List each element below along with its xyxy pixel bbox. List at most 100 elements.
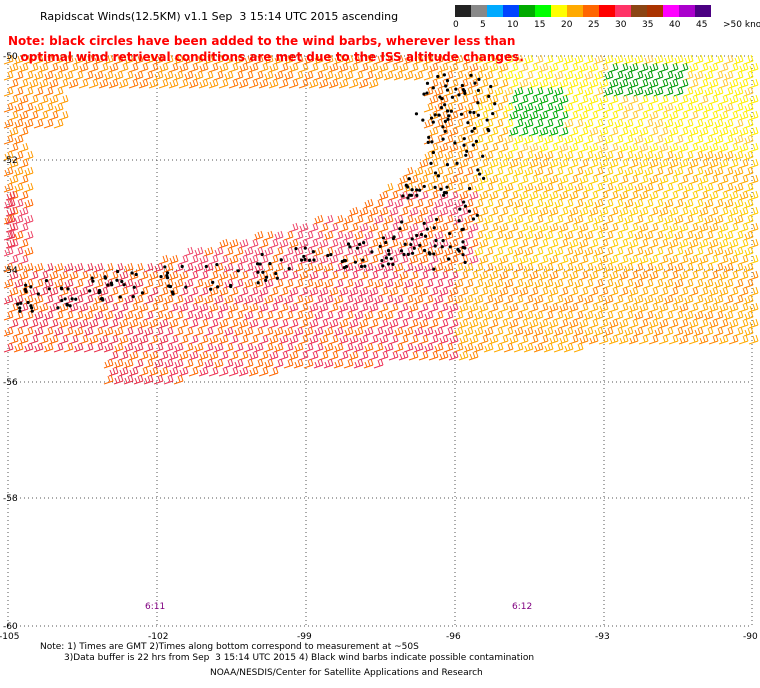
wind-barb <box>563 182 574 193</box>
wind-barb <box>133 262 144 273</box>
wind-barb <box>123 326 134 337</box>
wind-barb <box>568 270 579 281</box>
wind-barb <box>623 54 634 65</box>
wind-barb <box>508 334 519 345</box>
wind-barb <box>548 334 559 345</box>
wind-barb <box>38 78 49 89</box>
wind-barb <box>543 246 554 257</box>
wind-barb <box>688 302 699 313</box>
wind-barb <box>693 278 704 289</box>
wind-barb <box>593 326 604 337</box>
wind-barb <box>688 286 699 297</box>
wind-barb <box>578 270 589 281</box>
contamination-dot <box>432 226 436 230</box>
wind-barb <box>588 302 599 313</box>
wind-barb <box>738 286 749 297</box>
wind-barb <box>333 214 344 225</box>
wind-barb <box>338 334 349 345</box>
wind-barb <box>178 78 189 89</box>
wind-barb <box>638 206 649 217</box>
contamination-dot <box>429 116 434 120</box>
wind-barb <box>573 166 584 177</box>
wind-barb <box>488 190 499 201</box>
wind-barb <box>678 190 689 201</box>
wind-barb <box>663 326 674 337</box>
contamination-dot <box>476 168 480 172</box>
contamination-dot <box>453 141 457 145</box>
wind-barb <box>8 142 19 153</box>
wind-barb <box>258 366 269 377</box>
contamination-dot <box>134 272 138 277</box>
wind-barb <box>553 246 564 257</box>
wind-barb <box>708 254 719 265</box>
wind-barb <box>373 326 384 337</box>
legend-swatch <box>471 5 487 17</box>
wind-barb <box>633 86 644 97</box>
wind-barb <box>3 118 14 129</box>
wind-barb <box>38 334 49 345</box>
contamination-dot <box>448 245 452 249</box>
wind-barb <box>723 150 734 161</box>
wind-barb <box>498 174 509 185</box>
wind-barb <box>413 326 424 337</box>
wind-barb <box>208 366 219 377</box>
wind-barb <box>303 310 314 321</box>
wind-barb <box>228 254 239 265</box>
contamination-dot <box>302 254 306 259</box>
wind-barb <box>148 62 159 73</box>
wind-barb <box>413 342 424 353</box>
contamination-dot <box>130 271 134 275</box>
wind-barb <box>208 286 219 297</box>
wind-barb <box>123 358 134 369</box>
wind-barb <box>388 62 399 73</box>
wind-barb <box>353 310 364 321</box>
wind-barb <box>218 78 229 89</box>
wind-barb <box>188 318 199 329</box>
wind-barb <box>718 174 729 185</box>
wind-barb <box>553 230 564 241</box>
wind-barb <box>358 286 369 297</box>
wind-barb <box>333 70 344 81</box>
contamination-dot <box>455 161 459 165</box>
wind-barb <box>498 286 509 297</box>
wind-barb <box>48 270 59 281</box>
wind-barb <box>498 190 509 201</box>
wind-barb <box>363 310 374 321</box>
wind-barb <box>578 126 589 137</box>
contamination-dot <box>294 247 298 251</box>
wind-barb <box>78 78 89 89</box>
wind-barb <box>193 262 204 273</box>
wind-barb <box>608 94 619 105</box>
contamination-dot <box>36 292 40 296</box>
wind-barb <box>268 334 279 345</box>
wind-barb <box>53 310 64 321</box>
wind-barb <box>543 182 554 193</box>
contamination-dot <box>422 184 426 189</box>
wind-barb <box>493 118 504 129</box>
wind-barb <box>538 238 549 249</box>
wind-barb <box>488 318 499 329</box>
wind-barb <box>658 302 669 313</box>
wind-barb <box>473 294 484 305</box>
wind-barb <box>628 238 639 249</box>
wind-barb <box>328 270 339 281</box>
wind-barb <box>543 294 554 305</box>
wind-barb <box>468 318 479 329</box>
contamination-dot <box>118 295 122 299</box>
wind-barb <box>653 118 664 129</box>
wind-barb <box>108 78 119 89</box>
wind-barb <box>563 246 574 257</box>
wind-barb <box>28 334 39 345</box>
wind-barb <box>243 326 254 337</box>
wind-barb <box>508 78 519 89</box>
wind-barb <box>438 142 449 153</box>
wind-barb <box>643 214 654 225</box>
wind-barb <box>43 102 54 113</box>
wind-barb <box>378 206 389 217</box>
wind-barb <box>508 94 519 105</box>
wind-barb <box>538 334 549 345</box>
wind-barb <box>478 270 489 281</box>
wind-barb <box>448 190 459 201</box>
wind-barb <box>728 174 739 185</box>
wind-barb <box>748 270 759 281</box>
